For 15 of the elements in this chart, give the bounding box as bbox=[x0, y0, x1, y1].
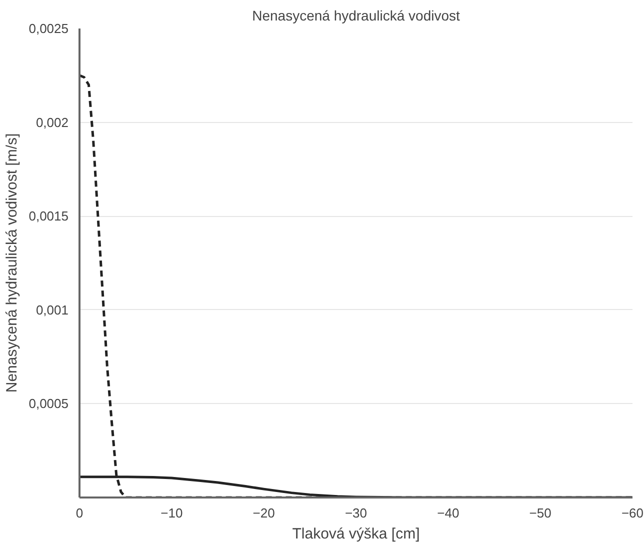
y-tick-label: 0,001 bbox=[36, 302, 69, 318]
y-tick-label: 0,0025 bbox=[28, 21, 69, 36]
x-tick-label: −40 bbox=[437, 506, 460, 520]
x-axis-title: Tlaková výška [cm] bbox=[292, 526, 420, 542]
x-tick-label: −30 bbox=[344, 506, 368, 520]
x-tick-label: −60 bbox=[621, 506, 644, 520]
y-tick-label: 0,0005 bbox=[28, 396, 69, 412]
chart-title: Nenasycená hydraulická vodivost bbox=[252, 8, 460, 24]
x-tick-label: −50 bbox=[529, 506, 552, 520]
y-tick-label: 0,0015 bbox=[28, 208, 69, 224]
y-tick-label: 0,002 bbox=[36, 114, 69, 130]
x-tick-label: 0 bbox=[76, 506, 84, 520]
y-axis-title: Nenasycená hydraulická vodivost [m/s] bbox=[4, 133, 21, 393]
x-tick-label: −20 bbox=[252, 506, 275, 520]
x-tick-label: −10 bbox=[160, 506, 183, 520]
